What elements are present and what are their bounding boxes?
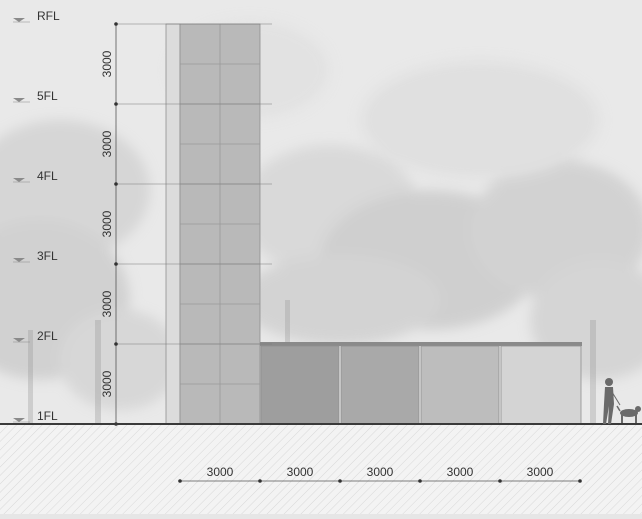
level-marker-icon [13,258,25,262]
dimension-tick [114,182,118,186]
horizontal-dimension-value: 3000 [207,465,234,479]
level-marker-icon [13,18,25,22]
vertical-dimension-value: 3000 [100,210,114,237]
vertical-dimension-value: 3000 [100,370,114,397]
dimension-tick [114,342,118,346]
annex-panel [260,345,340,425]
dimension-tick [578,479,582,483]
annex-panel [500,345,582,425]
floor-level-label: 4FL [37,169,58,183]
dimension-tick [258,479,262,483]
ground-hatch [0,424,642,514]
annex-roof-edge [260,342,582,346]
vertical-dimension-value: 3000 [100,130,114,157]
horizontal-dimension-value: 3000 [287,465,314,479]
horizontal-dimension-chain: 3000 3000 3000 3000 3000 [178,465,582,483]
tree-trunks [28,300,596,424]
dimension-tick [338,479,342,483]
dimension-tick [498,479,502,483]
dimension-tick [114,22,118,26]
floor-level-label: 3FL [37,249,58,263]
level-marker-icon [13,418,25,422]
vertical-dimension-chain: 3000 3000 3000 3000 3000 [100,22,118,426]
dimension-tick [178,479,182,483]
tower-volume [165,23,261,425]
floor-level-label: 2FL [37,329,58,343]
person-walking-dog-icon [603,378,641,424]
floor-level-label: 5FL [37,89,58,103]
annex-panel [420,345,500,425]
tree-foliage [0,20,642,410]
annex-panel [340,345,420,425]
horizontal-dimension-value: 3000 [447,465,474,479]
floor-level-label: 1FL [37,409,58,423]
dimension-tick [114,102,118,106]
level-marker-icon [13,98,25,102]
floor-levels: RFL 5FL 4FL 3FL 2FL 1FL [13,9,272,423]
level-marker-icon [13,178,25,182]
tower-edge [165,23,181,425]
dimension-tick [114,262,118,266]
horizontal-dimension-value: 3000 [367,465,394,479]
horizontal-dimension-value: 3000 [527,465,554,479]
vertical-dimension-value: 3000 [100,50,114,77]
annex-volume [260,342,582,425]
level-marker-icon [13,338,25,342]
dimension-tick [418,479,422,483]
floor-level-label: RFL [37,9,60,23]
vertical-dimension-value: 3000 [100,290,114,317]
